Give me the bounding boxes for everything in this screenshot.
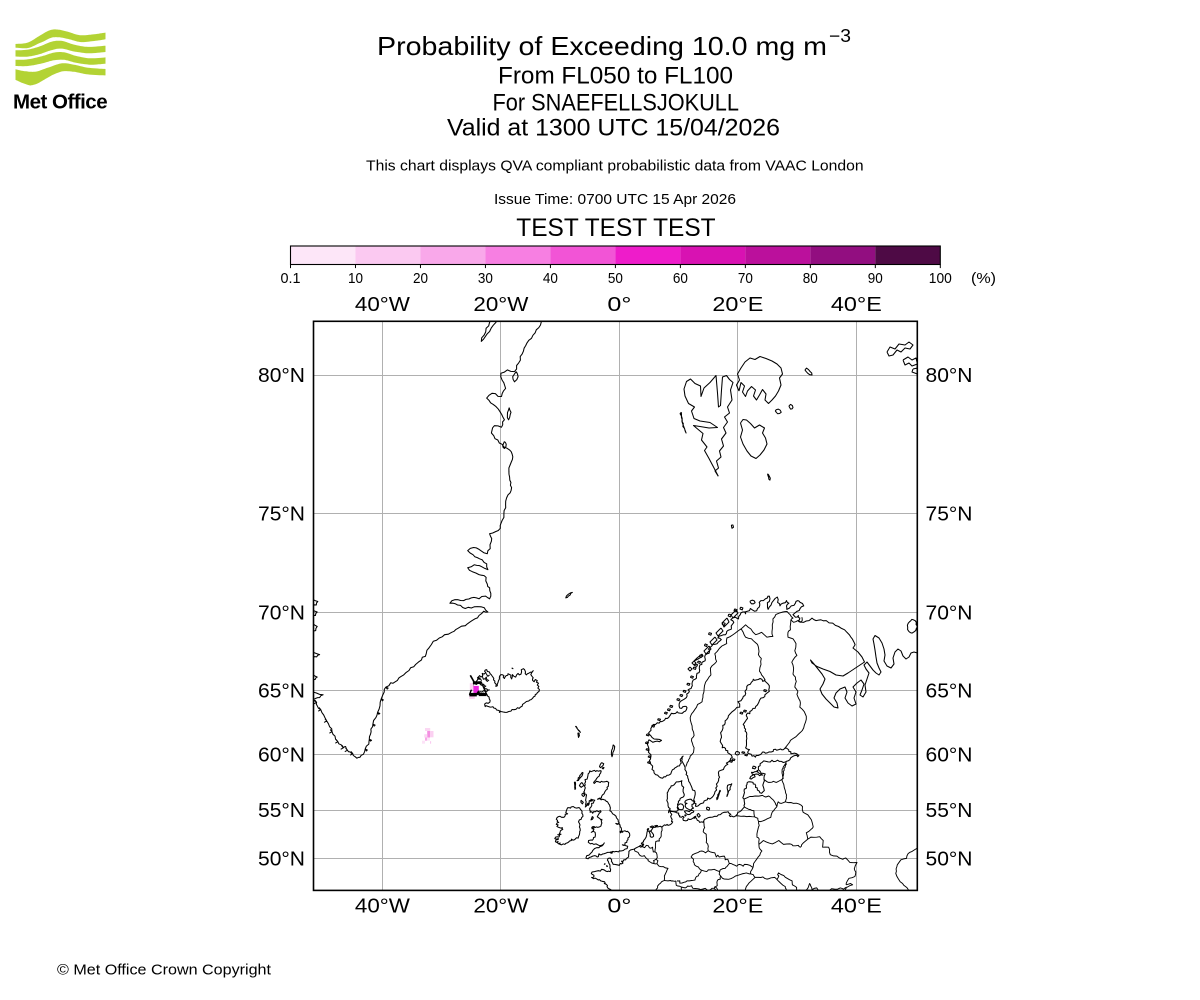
svg-text:Probability of Exceeding 10.0: Probability of Exceeding 10.0 mg m <box>377 31 827 61</box>
svg-text:50: 50 <box>608 270 623 287</box>
svg-text:80°N: 80°N <box>926 364 973 387</box>
svg-text:−3: −3 <box>829 26 851 46</box>
svg-text:50°N: 50°N <box>258 848 305 871</box>
svg-text:60: 60 <box>673 270 688 287</box>
svg-text:55°N: 55°N <box>258 799 305 822</box>
svg-text:100: 100 <box>929 270 952 287</box>
svg-text:75°N: 75°N <box>258 503 305 526</box>
svg-text:TEST TEST TEST: TEST TEST TEST <box>516 214 715 242</box>
svg-text:From FL050 to FL100: From FL050 to FL100 <box>498 63 733 90</box>
svg-text:60°N: 60°N <box>926 744 973 767</box>
svg-text:© Met Office Crown Copyright: © Met Office Crown Copyright <box>57 963 271 979</box>
svg-text:20°W: 20°W <box>473 895 529 918</box>
svg-text:Met Office: Met Office <box>13 91 107 114</box>
svg-text:65°N: 65°N <box>926 679 973 702</box>
svg-text:40°W: 40°W <box>355 895 411 918</box>
svg-text:20°W: 20°W <box>473 293 529 316</box>
svg-text:Valid at 1300 UTC 15/04/2026: Valid at 1300 UTC 15/04/2026 <box>447 115 780 142</box>
svg-text:40°W: 40°W <box>355 293 411 316</box>
svg-text:This chart displays QVA compli: This chart displays QVA compliant probab… <box>366 158 864 174</box>
svg-text:60°N: 60°N <box>258 744 305 767</box>
svg-text:65°N: 65°N <box>258 679 305 702</box>
svg-text:70°N: 70°N <box>926 602 973 625</box>
svg-text:55°N: 55°N <box>926 799 973 822</box>
svg-text:80°N: 80°N <box>258 364 305 387</box>
svg-text:80: 80 <box>803 270 818 287</box>
svg-text:(%): (%) <box>971 270 996 287</box>
svg-text:0°: 0° <box>607 293 631 316</box>
svg-text:20°E: 20°E <box>712 895 763 918</box>
svg-text:Issue Time: 0700 UTC 15 Apr 20: Issue Time: 0700 UTC 15 Apr 2026 <box>494 192 736 208</box>
svg-text:70°N: 70°N <box>258 602 305 625</box>
svg-text:40°E: 40°E <box>831 293 882 316</box>
svg-text:40°E: 40°E <box>831 895 882 918</box>
svg-text:50°N: 50°N <box>926 848 973 871</box>
svg-text:90: 90 <box>868 270 883 287</box>
svg-text:20: 20 <box>413 270 428 287</box>
svg-text:70: 70 <box>738 270 753 287</box>
svg-text:0°: 0° <box>607 895 631 918</box>
svg-text:40: 40 <box>543 270 558 287</box>
svg-text:30: 30 <box>478 270 493 287</box>
svg-text:20°E: 20°E <box>712 293 763 316</box>
svg-text:0.1: 0.1 <box>281 270 301 287</box>
svg-text:75°N: 75°N <box>926 503 973 526</box>
svg-text:For SNAEFELLSJOKULL: For SNAEFELLSJOKULL <box>493 90 740 117</box>
svg-text:10: 10 <box>348 270 363 287</box>
